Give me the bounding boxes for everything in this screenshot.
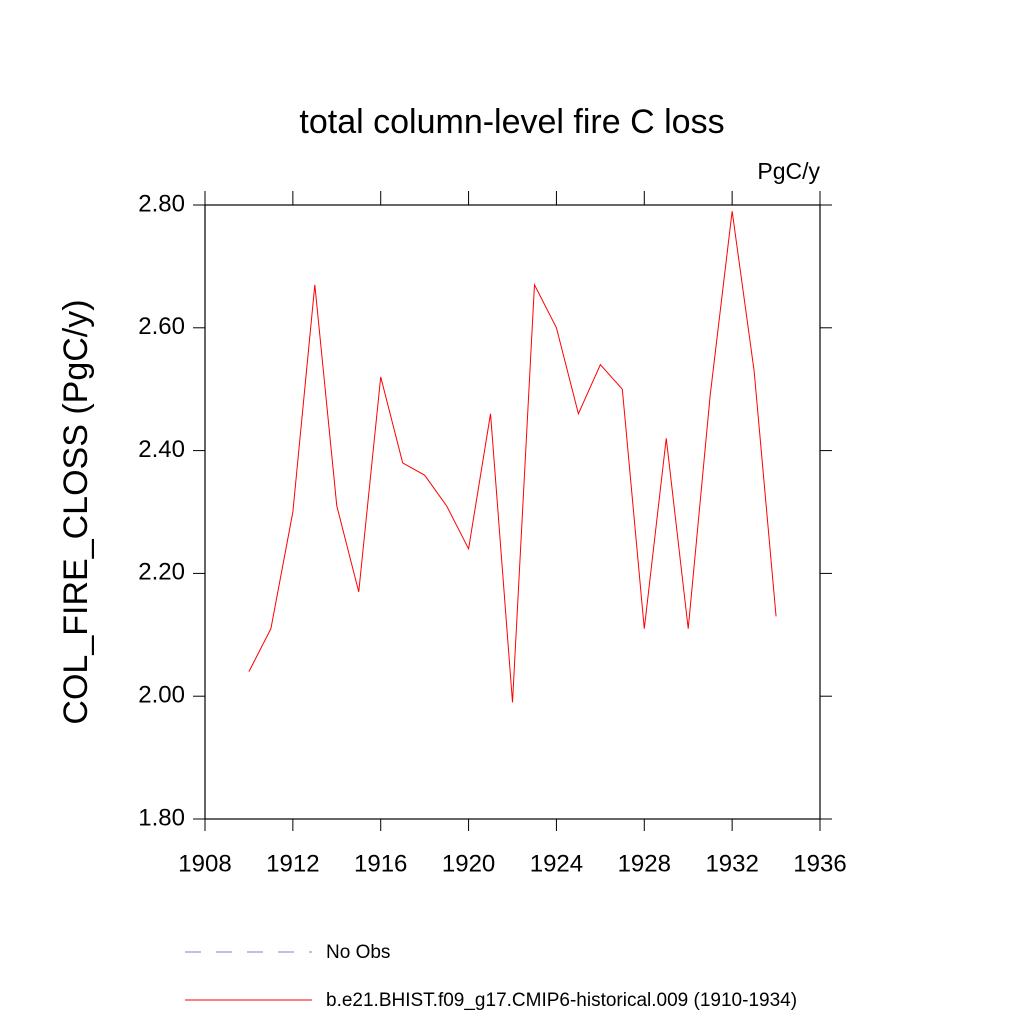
- x-tick-label: 1932: [705, 850, 758, 877]
- x-tick-label: 1912: [266, 850, 319, 877]
- y-tick-label: 1.80: [138, 804, 185, 831]
- x-tick-label: 1924: [530, 850, 583, 877]
- units-label: PgC/y: [757, 158, 820, 184]
- y-tick-label: 2.40: [138, 436, 185, 463]
- x-tick-label: 1936: [793, 850, 846, 877]
- plot-frame: [204, 204, 821, 820]
- legend-label: b.e21.BHIST.f09_g17.CMIP6-historical.009…: [326, 990, 797, 1011]
- y-tick-label: 2.20: [138, 559, 185, 586]
- x-tick-label: 1916: [354, 850, 407, 877]
- y-axis-label: COL_FIRE_CLOSS (PgC/y): [57, 299, 95, 724]
- y-tick-label: 2.00: [138, 682, 185, 709]
- legend-label: No Obs: [326, 942, 390, 963]
- data-line: [248, 211, 777, 703]
- x-tick-label: 1908: [178, 850, 231, 877]
- y-tick-label: 2.80: [138, 190, 185, 217]
- x-tick-label: 1920: [442, 850, 495, 877]
- x-tick-label: 1928: [618, 850, 671, 877]
- chart-title: total column-level fire C loss: [299, 103, 724, 141]
- y-tick-label: 2.60: [138, 313, 185, 340]
